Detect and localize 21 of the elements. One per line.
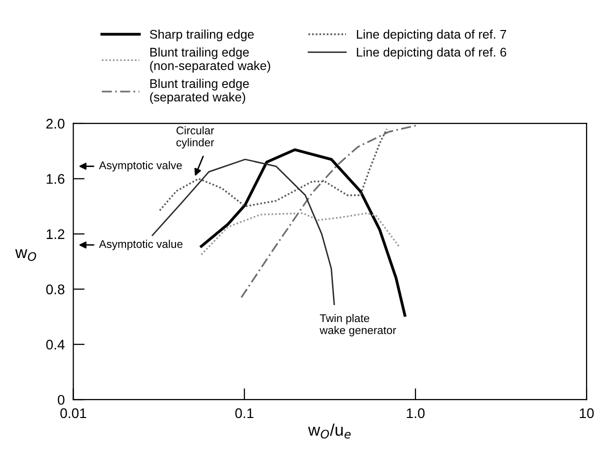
annotation: Twin plate wake generator — [320, 314, 396, 336]
x-tick-label: 10 — [580, 408, 594, 418]
annotation: Circular cylinder — [176, 126, 214, 149]
x-tick-label: 0.1 — [235, 408, 254, 418]
x-axis-title: w$_{O}$/u$_{e}$ — [308, 424, 351, 439]
y-axis-title: w$_{O}$ — [15, 249, 36, 261]
annotation: Asymptotic value — [99, 240, 182, 250]
legend-label: Line depicting data of ref. 6 — [356, 47, 506, 60]
y-tick-label: 2.0 — [46, 118, 64, 129]
y-tick-label: 0.8 — [46, 284, 64, 294]
legend-label: Blunt trailing edge (non-separated wake) — [150, 47, 270, 73]
legend-label: Sharp trailing edge — [150, 30, 254, 42]
y-tick-label: 0 — [58, 394, 64, 405]
x-tick-label: 0.01 — [60, 408, 86, 418]
legend-label: Line depicting data of ref. 7 — [356, 30, 506, 42]
y-tick-label: 0.4 — [46, 340, 65, 350]
legend-label: Blunt trailing edge (separated wake) — [150, 78, 249, 104]
y-tick-label: 1.2 — [46, 229, 64, 239]
x-tick-label: 1.0 — [406, 408, 425, 418]
annotation: Asymptotic valve — [99, 161, 182, 172]
y-tick-label: 1.6 — [46, 174, 64, 184]
